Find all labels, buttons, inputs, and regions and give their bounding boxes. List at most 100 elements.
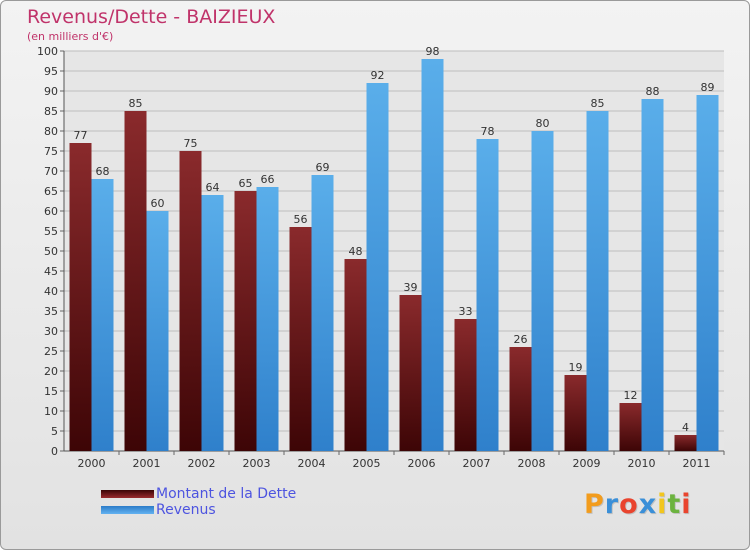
x-tick-label: 2006 xyxy=(408,457,436,470)
bar-revenus xyxy=(201,195,224,451)
y-tick-label: 35 xyxy=(44,305,58,318)
bar-revenus xyxy=(586,111,609,451)
data-label-revenus: 60 xyxy=(151,197,165,210)
data-label-dette: 33 xyxy=(459,305,473,318)
bar-dette xyxy=(399,295,422,451)
y-tick-label: 40 xyxy=(44,285,58,298)
bar-dette xyxy=(234,191,257,451)
y-tick-label: 10 xyxy=(44,405,58,418)
y-tick-label: 75 xyxy=(44,145,58,158)
x-tick-label: 2002 xyxy=(188,457,216,470)
y-tick-label: 65 xyxy=(44,185,58,198)
bar-revenus xyxy=(91,179,114,451)
data-label-revenus: 89 xyxy=(701,81,715,94)
data-label-dette: 56 xyxy=(294,213,308,226)
y-tick-label: 20 xyxy=(44,365,58,378)
y-tick-label: 15 xyxy=(44,385,58,398)
data-label-dette: 77 xyxy=(74,129,88,142)
bar-dette xyxy=(674,435,697,451)
bar-dette xyxy=(619,403,642,451)
legend-swatch-revenus xyxy=(101,506,154,514)
y-tick-label: 30 xyxy=(44,325,58,338)
y-tick-label: 100 xyxy=(37,45,58,58)
x-tick-label: 2011 xyxy=(683,457,711,470)
proxiti-logo: Proxiti xyxy=(584,489,692,520)
bar-revenus xyxy=(476,139,499,451)
data-label-revenus: 88 xyxy=(646,85,660,98)
legend: Montant de la Dette Revenus xyxy=(101,486,361,519)
data-label-revenus: 64 xyxy=(206,181,220,194)
x-tick-label: 2010 xyxy=(628,457,656,470)
data-label-dette: 75 xyxy=(184,137,198,150)
data-label-dette: 39 xyxy=(404,281,418,294)
data-label-revenus: 66 xyxy=(261,173,275,186)
bar-dette xyxy=(289,227,312,451)
logo-letter: r xyxy=(604,489,620,520)
bar-dette xyxy=(509,347,532,451)
x-tick-label: 2008 xyxy=(518,457,546,470)
bar-revenus xyxy=(256,187,279,451)
data-label-revenus: 85 xyxy=(591,97,605,110)
bar-revenus xyxy=(531,131,554,451)
bar-dette xyxy=(179,151,202,451)
data-label-revenus: 80 xyxy=(536,117,550,130)
logo-letter: i xyxy=(657,489,668,520)
bar-dette xyxy=(454,319,477,451)
bar-revenus xyxy=(311,175,334,451)
data-label-dette: 12 xyxy=(624,389,638,402)
y-tick-label: 60 xyxy=(44,205,58,218)
bar-dette xyxy=(344,259,367,451)
logo-letter: x xyxy=(638,489,658,520)
bar-revenus xyxy=(696,95,719,451)
data-label-dette: 65 xyxy=(239,177,253,190)
bar-revenus xyxy=(146,211,169,451)
logo-letter: P xyxy=(584,489,605,520)
data-label-revenus: 78 xyxy=(481,125,495,138)
y-tick-label: 0 xyxy=(51,445,58,458)
y-tick-label: 90 xyxy=(44,85,58,98)
data-label-dette: 19 xyxy=(569,361,583,374)
y-tick-label: 45 xyxy=(44,265,58,278)
x-tick-label: 2000 xyxy=(78,457,106,470)
y-tick-label: 95 xyxy=(44,65,58,78)
logo-letter: t xyxy=(667,489,682,520)
bar-revenus xyxy=(421,59,444,451)
data-label-revenus: 92 xyxy=(371,69,385,82)
data-label-revenus: 69 xyxy=(316,161,330,174)
logo-letter: i xyxy=(681,489,692,520)
legend-item-dette: Montant de la Dette xyxy=(101,486,361,503)
y-tick-label: 50 xyxy=(44,245,58,258)
y-tick-label: 25 xyxy=(44,345,58,358)
data-label-dette: 85 xyxy=(129,97,143,110)
data-label-dette: 48 xyxy=(349,245,363,258)
data-label-dette: 26 xyxy=(514,333,528,346)
bar-revenus xyxy=(366,83,389,451)
chart-subtitle: (en milliers d'€) xyxy=(27,30,114,43)
bar-revenus xyxy=(641,99,664,451)
x-tick-label: 2004 xyxy=(298,457,326,470)
x-tick-label: 2001 xyxy=(133,457,161,470)
x-tick-label: 2009 xyxy=(573,457,601,470)
y-tick-label: 70 xyxy=(44,165,58,178)
bar-dette xyxy=(69,143,92,451)
y-tick-label: 5 xyxy=(51,425,58,438)
data-label-revenus: 98 xyxy=(426,45,440,58)
legend-label-dette: Montant de la Dette xyxy=(156,486,297,502)
chart-title: Revenus/Dette - BAIZIEUX xyxy=(27,6,276,28)
legend-label-revenus: Revenus xyxy=(156,502,216,518)
bar-dette xyxy=(124,111,147,451)
x-tick-label: 2003 xyxy=(243,457,271,470)
y-tick-label: 80 xyxy=(44,125,58,138)
bar-dette xyxy=(564,375,587,451)
logo-letter: o xyxy=(619,489,639,520)
y-tick-label: 55 xyxy=(44,225,58,238)
data-label-dette: 4 xyxy=(682,421,689,434)
data-label-revenus: 68 xyxy=(96,165,110,178)
y-tick-label: 85 xyxy=(44,105,58,118)
legend-item-revenus: Revenus xyxy=(101,502,361,519)
x-tick-label: 2007 xyxy=(463,457,491,470)
legend-swatch-dette xyxy=(101,490,154,498)
x-tick-label: 2005 xyxy=(353,457,381,470)
